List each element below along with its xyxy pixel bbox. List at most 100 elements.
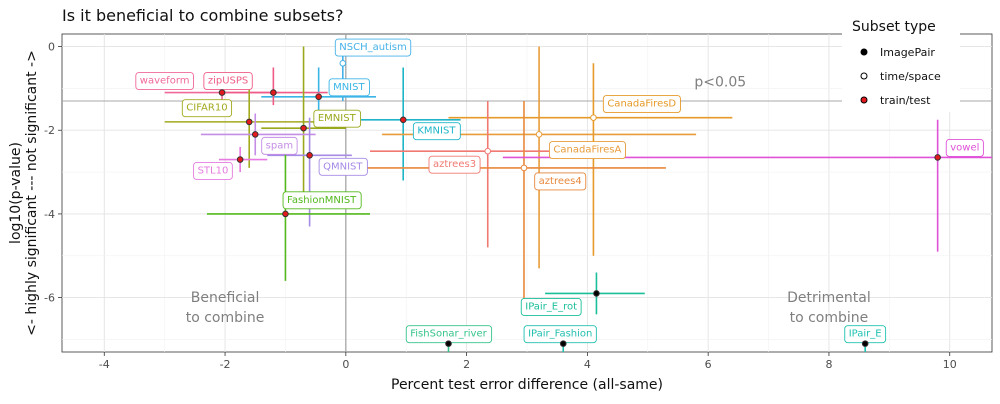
point-label-text: aztrees4: [539, 176, 582, 187]
axes: -4 -2 0 2 4 6 8 10 0 -2 -4 -6: [44, 41, 957, 371]
annotation-text: Beneficial: [191, 290, 260, 306]
point-label: EMNIST: [313, 109, 362, 128]
data-point: [282, 210, 289, 218]
annotation-text: Detrimental: [787, 290, 871, 306]
point-label: waveform: [135, 72, 194, 90]
point-label: MNIST: [328, 78, 370, 97]
point-label-text: vowel: [950, 142, 979, 153]
y-axis-title-line-2: <- highly significant --- not significan…: [24, 50, 40, 336]
point-label: spam: [261, 136, 298, 155]
points: [218, 59, 941, 347]
y-axis-title: log10(p-value) <- highly significant ---…: [8, 50, 40, 336]
point-label: zipUSPS: [203, 72, 253, 90]
point-label-text: zipUSPS: [208, 76, 248, 87]
y-axis-title-line-1: log10(p-value): [8, 142, 24, 244]
point-label-text: FashionMNIST: [287, 195, 357, 206]
point-label-text: NSCH_autism: [339, 42, 406, 53]
point-label-box: [135, 72, 194, 90]
x-tick-label: 8: [825, 358, 832, 371]
point-label-text: MNIST: [333, 82, 365, 93]
data-point: [339, 59, 347, 67]
point-labels: NSCH_autism MNIST KMNIST waveform zipUSPS CIF…: [135, 38, 984, 344]
data-point: [484, 147, 492, 155]
grid-layer: [62, 34, 992, 352]
y-tick-label: -4: [44, 208, 55, 221]
x-tick-label: 2: [463, 358, 470, 371]
legend-title: Subset type: [852, 19, 936, 35]
point-label-text: CanadaFiresD: [607, 99, 676, 110]
point-label-text: FishSonar_river: [410, 329, 487, 340]
x-tick-label: 0: [342, 358, 349, 371]
point-label: IPair_E: [844, 325, 887, 344]
point-label-text: waveform: [140, 76, 190, 87]
data-point: [306, 152, 313, 159]
x-axis-title: Percent test error difference (all-same): [391, 377, 663, 393]
point-label-text: STL10: [198, 165, 229, 176]
data-point: [590, 114, 597, 121]
point-label-text: aztrees3: [433, 159, 476, 170]
point-label: STL10: [193, 162, 233, 180]
point-label: QMNIST: [318, 157, 368, 176]
point-label-box: [328, 78, 370, 97]
data-point: [559, 340, 567, 347]
point-label-box: [193, 162, 233, 180]
point-label-box: [428, 155, 481, 174]
data-point: [218, 89, 226, 96]
significance-label: p<0.05: [694, 74, 746, 90]
point-label: aztrees3: [428, 155, 481, 174]
y-tick-label: -6: [44, 292, 55, 305]
point-label: CanadaFiresA: [548, 141, 626, 160]
legend-label: ImagePair: [880, 46, 935, 59]
data-point: [593, 290, 600, 297]
point-label: vowel: [945, 139, 984, 157]
point-label-text: QMNIST: [323, 161, 363, 172]
point-label: FashionMNIST: [282, 191, 362, 210]
annotation-text: to combine: [186, 310, 265, 326]
point-label-box: [945, 139, 984, 157]
data-point: [520, 164, 528, 172]
data-point: [399, 116, 407, 124]
point-label-box: [181, 99, 233, 118]
legend: Subset type ImagePair time/space train/tes…: [842, 19, 960, 112]
x-tick-label: -2: [220, 358, 231, 371]
point-label-box: [282, 191, 362, 210]
x-tick-label: 10: [943, 358, 957, 371]
point-label-text: spam: [266, 140, 293, 151]
point-label-box: [261, 136, 298, 155]
point-label-text: IPair_E_rot: [525, 301, 577, 312]
point-label: NSCH_autism: [334, 38, 412, 57]
y-tick-label: 0: [48, 41, 55, 54]
data-point: [934, 154, 941, 161]
data-point: [270, 89, 277, 96]
data-point: [300, 124, 307, 132]
data-point: [535, 131, 543, 138]
point-label: CIFAR10: [181, 99, 233, 118]
data-point: [245, 118, 253, 126]
data-point: [315, 93, 322, 101]
point-label: CanadaFiresD: [602, 95, 681, 113]
data-point: [236, 156, 244, 163]
point-label-box: [318, 157, 368, 176]
point-label-box: [520, 298, 582, 316]
chart-title: Is it beneficial to combine subsets?: [62, 6, 344, 25]
annotation-text: to combine: [790, 310, 869, 326]
point-label: aztrees4: [534, 172, 587, 191]
y-tick-label: -2: [44, 124, 55, 137]
x-tick-label: -4: [99, 358, 110, 371]
legend-key: [860, 48, 868, 56]
point-label-box: [313, 109, 362, 128]
point-label-text: IPair_Fashion: [528, 329, 592, 340]
point-label-text: IPair_E: [849, 329, 882, 340]
point-label-box: [203, 72, 253, 90]
point-label-text: CanadaFiresA: [553, 145, 621, 156]
legend-key: [860, 72, 868, 80]
point-label-box: [334, 38, 412, 57]
point-label-text: CIFAR10: [186, 103, 227, 114]
point-label-box: [534, 172, 587, 191]
point-label-text: EMNIST: [318, 113, 357, 124]
point-label: KMNIST: [412, 122, 461, 141]
data-point: [445, 340, 452, 347]
point-label-box: [602, 95, 681, 113]
